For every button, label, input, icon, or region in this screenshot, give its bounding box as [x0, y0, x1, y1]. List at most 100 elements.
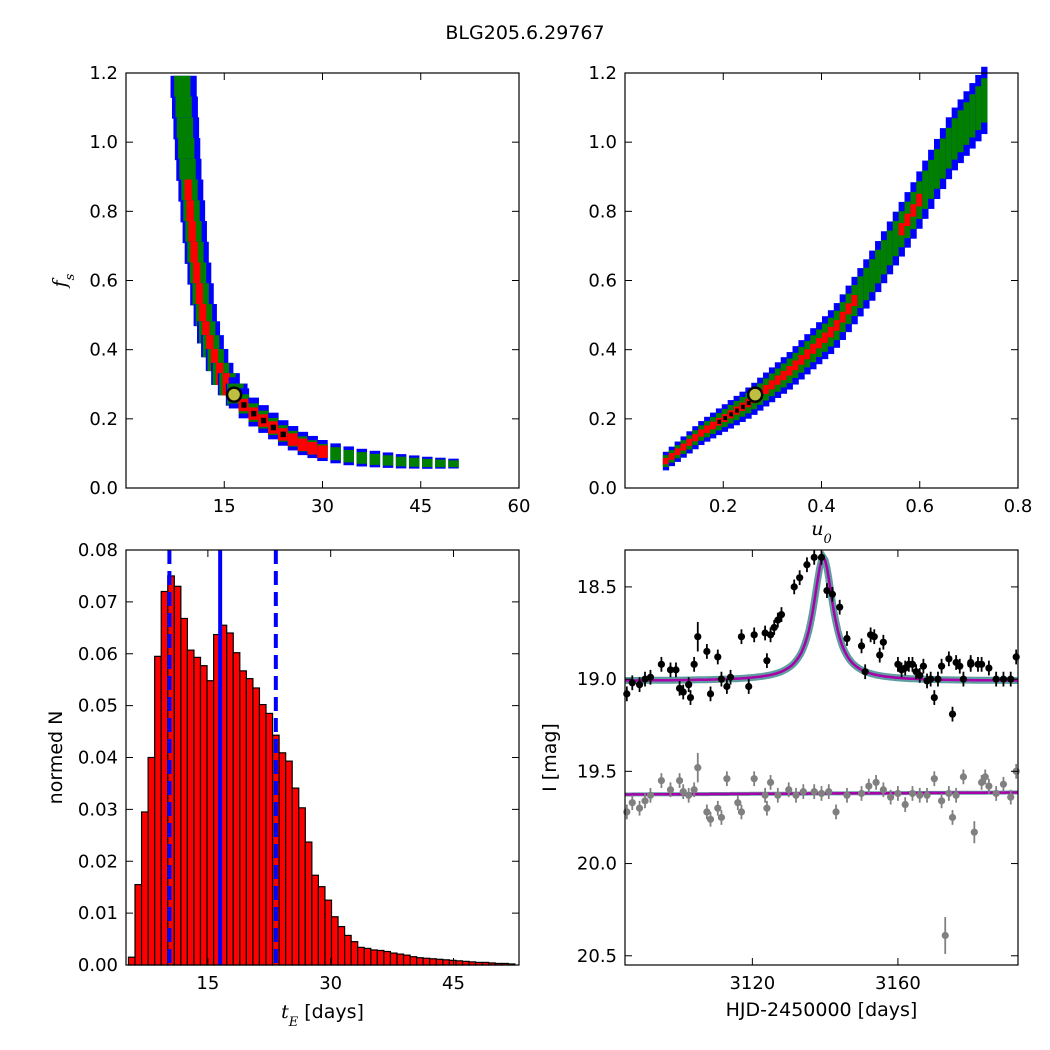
- contour-cell-green: [174, 75, 191, 98]
- contour-cell-red: [287, 433, 299, 446]
- y-tick-label: 1.0: [89, 132, 118, 153]
- data-point: [872, 778, 880, 787]
- histogram-bar: [350, 941, 359, 966]
- histogram-bar: [330, 916, 339, 966]
- y-tick-label: 0.4: [588, 340, 617, 361]
- data-point: [941, 931, 949, 940]
- contour-cell-red: [202, 321, 210, 344]
- data-point: [843, 634, 851, 643]
- contour-cell-green: [928, 159, 935, 199]
- contour-cell-red: [709, 421, 717, 430]
- histogram-bar: [363, 947, 372, 966]
- data-point: [714, 653, 722, 661]
- data-point: [948, 710, 957, 718]
- histogram-bar: [252, 687, 261, 966]
- data-point: [706, 815, 715, 823]
- contour-cell-red: [674, 448, 681, 456]
- contour-cell-red: [692, 434, 699, 442]
- histogram-bar: [226, 632, 234, 966]
- contour-cell-black: [735, 408, 739, 413]
- y-tick-label: 0.8: [89, 201, 118, 222]
- data-point: [843, 791, 851, 799]
- histogram-bar: [422, 957, 431, 966]
- data-point: [666, 786, 675, 794]
- data-point: [679, 788, 687, 796]
- data-point: [714, 804, 722, 812]
- histogram-bar: [232, 652, 241, 966]
- contour-cell-black: [251, 410, 257, 417]
- contour-cell-red: [916, 193, 923, 207]
- contour-cell-red: [839, 311, 846, 323]
- data-point: [832, 808, 840, 816]
- histogram-bar: [245, 678, 254, 966]
- data-point: [876, 651, 884, 659]
- contour-cell-red: [833, 320, 841, 331]
- data-point: [635, 804, 644, 812]
- data-point: [948, 813, 957, 822]
- histogram-bar: [402, 954, 411, 966]
- histogram-bar: [429, 958, 437, 966]
- contour-cell-green: [951, 118, 958, 160]
- contour-cell-green: [408, 457, 420, 467]
- y-axis-label: normed N: [45, 711, 67, 805]
- histogram-bar: [435, 958, 444, 966]
- y-tick-label: 1.2: [89, 63, 118, 84]
- data-point: [628, 799, 636, 807]
- contour-cell-red: [680, 443, 687, 451]
- contour-cell-green: [969, 94, 976, 138]
- contour-cell-green: [892, 220, 900, 257]
- contour-cell-black: [280, 431, 286, 438]
- histogram-bar: [154, 655, 162, 966]
- contour-cell-red: [199, 304, 207, 327]
- data-point: [870, 633, 878, 641]
- data-point: [785, 786, 793, 794]
- contour-cell-red: [904, 213, 911, 227]
- contour-cell-green: [178, 138, 195, 161]
- histogram-bar: [265, 712, 274, 966]
- data-point: [978, 660, 986, 668]
- x-axis-label: tE [days]: [281, 1001, 364, 1030]
- data-point: [635, 681, 644, 689]
- contour-cell-red: [193, 262, 201, 285]
- histogram-bar: [186, 649, 195, 966]
- data-point: [857, 789, 866, 798]
- contour-cell-red: [827, 326, 835, 338]
- data-point: [750, 775, 758, 783]
- histogram-bar: [239, 670, 247, 966]
- data-point: [879, 638, 887, 646]
- contour-cell-red: [910, 204, 917, 217]
- histogram-bar: [442, 959, 451, 966]
- histogram-bar: [298, 807, 306, 966]
- data-point: [923, 791, 931, 799]
- data-point: [930, 693, 938, 702]
- contour-cell-green: [922, 170, 929, 209]
- data-point: [959, 773, 968, 781]
- data-point: [908, 660, 917, 668]
- histogram-bar: [337, 926, 346, 966]
- histogram-bar: [173, 585, 182, 966]
- data-point: [666, 666, 675, 674]
- data-point: [879, 786, 887, 794]
- contour-cell-green: [330, 447, 341, 461]
- figure-title: BLG205.6.29767: [445, 22, 605, 44]
- axes-frame: [624, 549, 1019, 966]
- histogram-bar: [180, 617, 189, 966]
- contour-cell-red: [190, 241, 198, 264]
- fs-vs-u0-panel: 0.2 0.4 0.6 0.8 0.0 0.2 0.4 0.6 0.8 1.0 1.2 u0: [588, 63, 1032, 547]
- histogram-bar: [258, 703, 267, 966]
- data-point: [1012, 653, 1020, 661]
- histogram-bar: [344, 934, 352, 966]
- histogram-bar: [206, 680, 215, 966]
- y-tick-label: 0.02: [78, 851, 118, 872]
- y-tick-label: 0.07: [78, 592, 118, 613]
- contour-cell-green: [435, 459, 446, 468]
- data-point: [803, 561, 811, 569]
- contour-cell-green: [886, 230, 894, 266]
- histogram-bar: [127, 956, 136, 966]
- histogram-bar: [193, 656, 202, 966]
- data-point: [737, 633, 746, 641]
- contour-cell-red: [851, 295, 858, 307]
- contour-cell-green: [875, 249, 882, 284]
- y-tick-label: 0.2: [588, 409, 617, 430]
- data-point: [745, 682, 753, 691]
